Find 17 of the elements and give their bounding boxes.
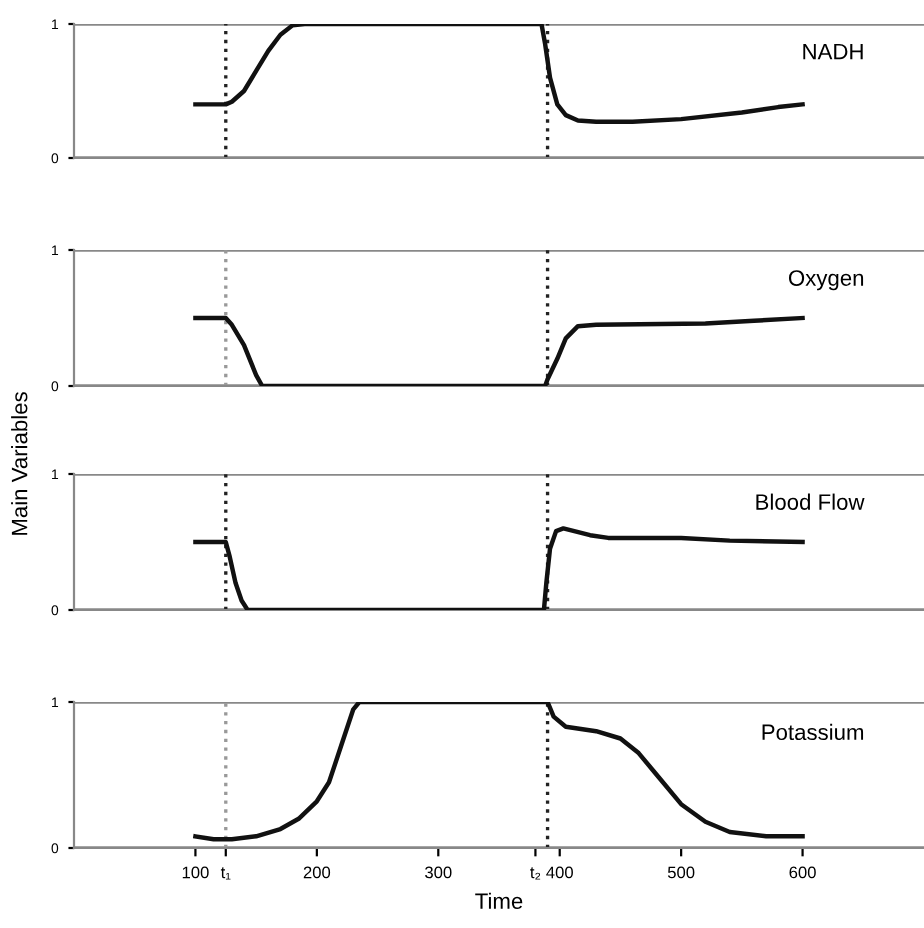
x-tick-label: 400 — [546, 866, 573, 879]
line-series — [193, 315, 805, 386]
series-label: Oxygen — [788, 270, 864, 291]
x-tick-label: 600 — [789, 866, 816, 879]
x-tick-label: 200 — [303, 866, 331, 879]
line-series — [193, 24, 805, 125]
x-tick-label: t₂ — [530, 867, 541, 880]
text: Potassium — [762, 723, 864, 741]
y-axis-title: Main Variables — [11, 392, 28, 535]
x-tick-label: 300 — [425, 866, 452, 879]
line-series — [193, 526, 805, 610]
text: NADH — [803, 43, 863, 60]
x-tick-label: t₁ — [220, 867, 231, 880]
series-label: Blood Flow — [756, 493, 865, 510]
x-tick-label: 100 — [182, 866, 209, 879]
x-tick-label: 500 — [667, 866, 695, 879]
x-axis-title: Time — [475, 892, 523, 910]
